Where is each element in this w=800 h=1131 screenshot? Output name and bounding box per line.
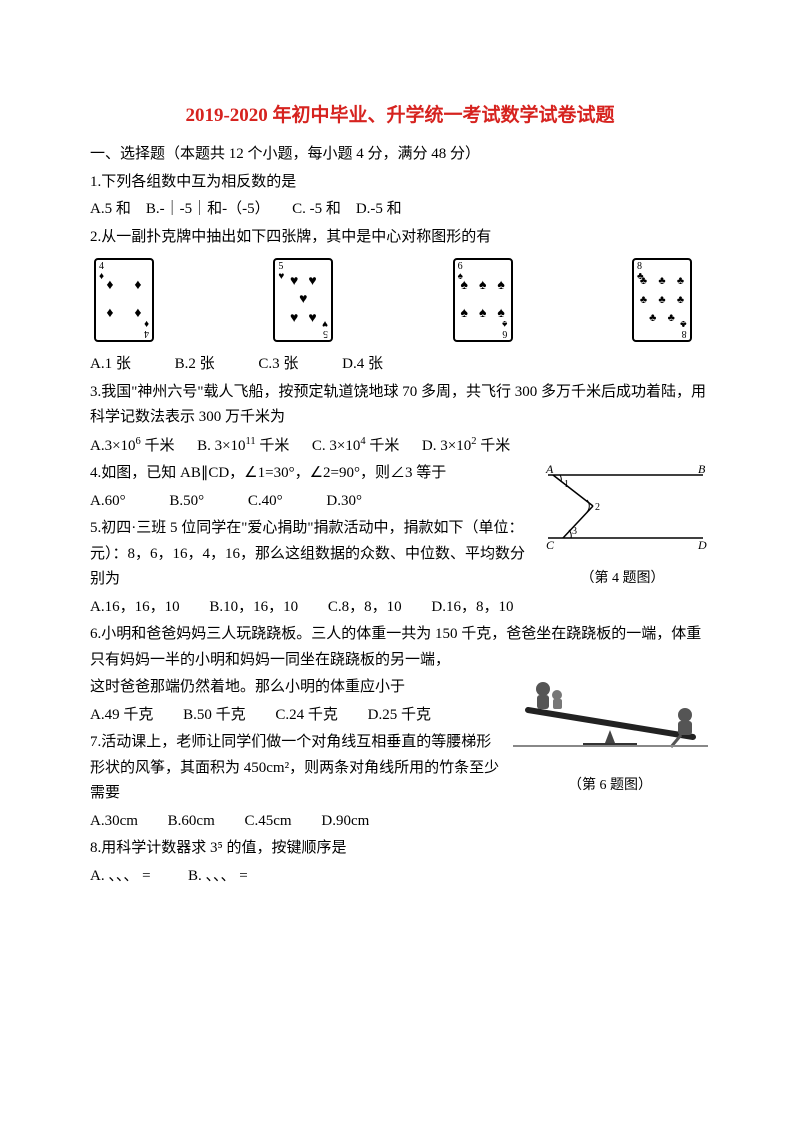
- q6-stem-line1: 6.小明和爸爸妈妈三人玩跷跷板。三人的体重一共为 150 千克，爸爸坐在跷跷板的…: [90, 622, 710, 673]
- q3-options: A.3×106 千米 B. 3×1011 千米 C. 3×104 千米 D. 3…: [90, 433, 710, 460]
- svg-text:B: B: [698, 463, 706, 476]
- q7-opt-b: B.60cm: [168, 809, 215, 835]
- q7-opt-a: A.30cm: [90, 809, 138, 835]
- q2-stem: 2.从一副扑克牌中抽出如下四张牌，其中是中心对称图形的有: [90, 225, 710, 251]
- q2-opt-d: D.4 张: [342, 352, 383, 378]
- q8-opt-b: B. 、、、 =: [188, 868, 248, 884]
- card-8-club: 8♣ ♣♣♣♣♣♣♣♣ 8♣: [632, 258, 692, 342]
- q6-figure: （第 6 题图）: [510, 675, 710, 798]
- q6-opt-b: B.50 千克: [183, 703, 246, 729]
- q3-opt-c: C. 3×104 千米: [312, 438, 399, 454]
- q8-stem: 8.用科学计数器求 3⁵ 的值，按键顺序是: [90, 836, 710, 862]
- q2-opt-c: C.3 张: [258, 352, 298, 378]
- q3-opt-d: D. 3×102 千米: [422, 438, 510, 454]
- svg-text:C: C: [546, 538, 555, 552]
- q6-opt-a: A.49 千克: [90, 703, 153, 729]
- q3-opt-a: A.3×106 千米: [90, 438, 175, 454]
- q2-options: A.1 张 B.2 张 C.3 张 D.4 张: [90, 352, 710, 378]
- q8-opt-a: A. 、、、 =: [90, 868, 151, 884]
- q6-opt-c: C.24 千克: [275, 703, 338, 729]
- svg-text:3: 3: [572, 526, 577, 537]
- q5-opt-b: B.10，16，10: [209, 595, 298, 621]
- q7-opt-c: C.45cm: [245, 809, 292, 835]
- q7-opt-d: D.90cm: [321, 809, 369, 835]
- section-header: 一、选择题（本题共 12 个小题，每小题 4 分，满分 48 分）: [90, 142, 710, 168]
- q3-stem: 3.我国"神州六号"载人飞船，按预定轨道饶地球 70 多周，共飞行 300 多万…: [90, 380, 710, 431]
- page-title: 2019-2020 年初中毕业、升学统一考试数学试卷试题: [90, 100, 710, 132]
- q5-opt-d: D.16，8，10: [431, 595, 513, 621]
- q6-caption: （第 6 题图）: [510, 774, 710, 798]
- svg-text:A: A: [545, 463, 554, 476]
- q2-cards: 4♦ ♦♦♦♦ 4♦ 5♥ ♥♥♥♥♥ 5♥ 6♠ ♠♠♠♠♠♠ 6♠ 8♣ ♣…: [90, 252, 710, 348]
- q7-options: A.30cm B.60cm C.45cm D.90cm: [90, 809, 710, 835]
- q4-opt-b: B.50°: [169, 489, 204, 515]
- q8-options: A. 、、、 = B. 、、、 =: [90, 864, 710, 890]
- q4-caption: （第 4 题图）: [535, 567, 710, 591]
- q6-opt-d: D.25 千克: [368, 703, 431, 729]
- card-5-heart: 5♥ ♥♥♥♥♥ 5♥: [273, 258, 333, 342]
- svg-text:D: D: [697, 538, 707, 552]
- q4-figure: A B C D 1 2 3 （第 4 题图）: [535, 463, 710, 591]
- svg-text:1: 1: [564, 479, 569, 490]
- q5-opt-a: A.16，16，10: [90, 595, 180, 621]
- card-4-diamond: 4♦ ♦♦♦♦ 4♦: [94, 258, 154, 342]
- q5-options: A.16，16，10 B.10，16，10 C.8，8，10 D.16，8，10: [90, 595, 710, 621]
- svg-text:2: 2: [595, 502, 600, 513]
- q5-opt-c: C.8，8，10: [328, 595, 402, 621]
- card-6-spade: 6♠ ♠♠♠♠♠♠ 6♠: [453, 258, 513, 342]
- q1-options: A.5 和 B.-｜-5｜和-（-5） C. -5 和 D.-5 和: [90, 197, 710, 223]
- q2-opt-b: B.2 张: [175, 352, 215, 378]
- q4-opt-a: A.60°: [90, 489, 126, 515]
- q3-opt-b: B. 3×1011 千米: [197, 438, 289, 454]
- q2-opt-a: A.1 张: [90, 352, 131, 378]
- q4-opt-c: C.40°: [248, 489, 283, 515]
- q4-opt-d: D.30°: [326, 489, 362, 515]
- q1-stem: 1.下列各组数中互为相反数的是: [90, 170, 710, 196]
